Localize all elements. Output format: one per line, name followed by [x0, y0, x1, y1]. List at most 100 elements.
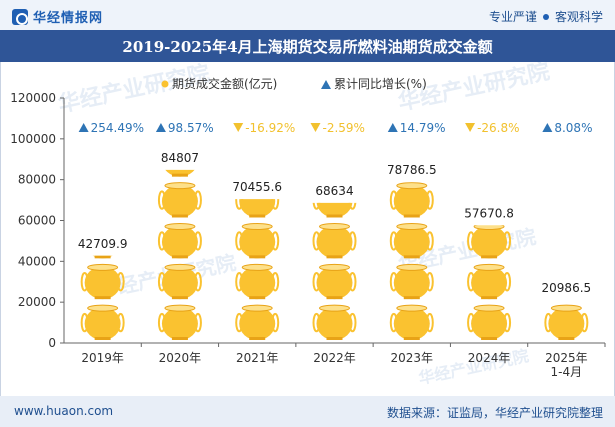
y-tick-label: 40000 [18, 254, 56, 268]
pot-rim [241, 263, 273, 271]
pot-rim [164, 182, 196, 190]
pot-handle [389, 272, 398, 292]
bar [467, 225, 512, 340]
slogan-left: 专业严谨 [488, 10, 537, 24]
pot-base [326, 255, 343, 259]
title-bar: 2019-2025年4月上海期货交易所燃料油期货成交金额 [0, 30, 615, 62]
pot-handle [116, 312, 125, 333]
pot-base [403, 296, 420, 300]
pot-handle [157, 272, 166, 292]
bars [80, 142, 589, 340]
pot-handle [389, 231, 398, 251]
growth-label: 254.49% [91, 121, 144, 135]
pot-handle [580, 312, 589, 333]
pot-handle [425, 231, 434, 251]
brand-name: 华经情报网 [33, 11, 104, 26]
slogan: 专业严谨 客观科学 [489, 8, 603, 25]
bar-stack [235, 199, 280, 340]
pot-handle [467, 231, 476, 251]
growth-label: 8.08% [554, 121, 592, 135]
brand-logo-icon [12, 8, 28, 25]
pot-rim [551, 264, 581, 270]
pot-base [171, 214, 188, 218]
pot-base [326, 296, 343, 300]
pot-rim [87, 263, 119, 271]
pot-handle [425, 272, 434, 292]
pot-body [161, 225, 198, 259]
bullet-dot-icon [542, 13, 549, 20]
growth-up-icon [78, 123, 89, 132]
pot-body [161, 307, 198, 340]
pot-body [316, 225, 353, 259]
legend: 期货成交金额(亿元) 累计同比增长(%) [161, 76, 427, 91]
pot-handle [503, 312, 512, 333]
value-label: 68634 [315, 184, 353, 198]
value-label: 20986.5 [542, 281, 592, 295]
pot-handle [467, 312, 476, 333]
pot-base [403, 214, 420, 218]
x-tick-label: 2019年 [81, 351, 124, 365]
pot-base [171, 173, 188, 177]
growth-up-icon [542, 123, 553, 132]
brand[interactable]: 华经情报网 [12, 7, 103, 26]
pot-rim [396, 263, 428, 271]
pot-base [171, 337, 188, 340]
bar [312, 202, 357, 340]
bar-stack [80, 255, 125, 340]
pot-base [94, 296, 111, 300]
pot-body [239, 225, 276, 259]
y-tick-label: 60000 [18, 214, 56, 228]
pot-rim [241, 223, 273, 230]
pot-rim [319, 263, 350, 271]
pot-body [239, 266, 276, 300]
legend-item-amount: 期货成交金额(亿元) [161, 76, 277, 91]
pot-handle [235, 312, 244, 333]
pot-handle [312, 272, 321, 292]
growth-label: -26.8% [477, 121, 519, 135]
bar-stack [312, 202, 357, 340]
pot-handle [80, 272, 89, 292]
pot-body [239, 307, 276, 340]
x-tick-label: 2024年 [468, 351, 511, 365]
pot-handle [312, 312, 321, 333]
growth-down-icon [465, 123, 476, 132]
x-tick-label: 1-4月 [551, 365, 583, 379]
pot-handle [235, 199, 244, 210]
legend-label-amount: 期货成交金额(亿元) [172, 76, 277, 91]
pot-handle [235, 272, 244, 292]
bar [157, 142, 202, 340]
bar [80, 255, 125, 340]
pot-handle [425, 312, 434, 333]
x-tick-label: 2025年 [545, 351, 588, 365]
pot-handle [389, 312, 398, 333]
pot-handle [271, 312, 280, 333]
slogan-right: 客观科学 [554, 10, 603, 24]
pot-body [548, 307, 585, 340]
legend-label-growth: 累计同比增长(%) [334, 77, 427, 91]
pot-handle [271, 199, 280, 210]
value-label: 57670.8 [464, 206, 514, 220]
growth-label: -2.59% [323, 121, 365, 135]
pot-handle [348, 272, 357, 292]
footer-url[interactable]: www.huaon.com [14, 404, 114, 418]
growth-down-icon [233, 123, 244, 132]
pot-base [94, 337, 111, 340]
pot-rim [396, 182, 428, 190]
pot-base [249, 296, 266, 300]
data-labels: 42709.9 84807 70455.6 68634 78786.5 57670.8 20… [78, 151, 591, 295]
pot-handle [157, 231, 166, 251]
pot-base [558, 337, 575, 340]
pot-rim [550, 304, 582, 312]
pot-base [403, 337, 420, 340]
pot-rim [165, 142, 195, 148]
pot-base [249, 337, 266, 340]
bar [235, 199, 280, 340]
pot-rim [164, 223, 196, 230]
growth-markers: 254.49% 98.57% -16.92% -2.59% 14.79% -26.8% 8.… [78, 121, 592, 135]
pot-rim [396, 223, 428, 230]
pot-base [249, 214, 266, 218]
growth-label: -16.92% [245, 121, 295, 135]
pot-rim [164, 304, 196, 312]
pot-handle [80, 312, 89, 333]
pot-handle [157, 312, 166, 333]
